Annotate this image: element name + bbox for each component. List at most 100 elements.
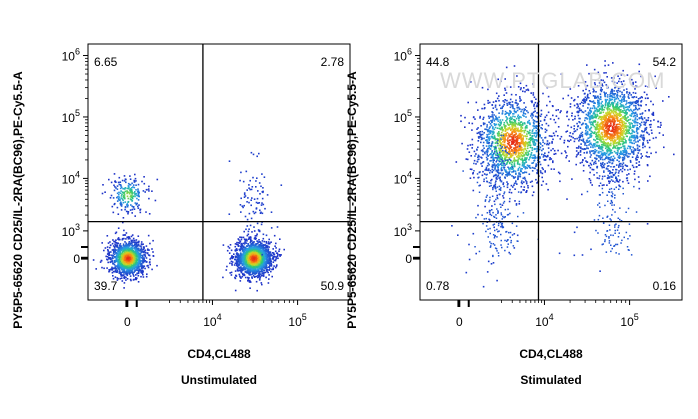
event-dot bbox=[525, 106, 527, 109]
event-dot bbox=[261, 253, 263, 256]
event-dot bbox=[124, 265, 127, 267]
event-dot bbox=[244, 276, 247, 279]
event-dot bbox=[533, 123, 535, 125]
event-dot bbox=[510, 135, 512, 138]
event-dot bbox=[252, 275, 255, 277]
event-dot bbox=[469, 168, 472, 170]
event-dot bbox=[547, 111, 550, 114]
event-dot bbox=[515, 172, 517, 175]
event-dot bbox=[509, 106, 512, 109]
event-dot bbox=[498, 95, 500, 97]
event-dot bbox=[510, 146, 513, 148]
event-dot bbox=[525, 89, 528, 91]
event-dot bbox=[542, 148, 544, 150]
event-dot bbox=[505, 125, 507, 127]
event-dot bbox=[493, 237, 496, 239]
event-dot bbox=[477, 158, 479, 161]
event-dot bbox=[507, 147, 510, 149]
event-dot bbox=[487, 115, 490, 118]
event-dot bbox=[510, 129, 512, 131]
event-dot bbox=[138, 253, 141, 256]
event-dot bbox=[509, 197, 511, 200]
event-dot bbox=[265, 249, 268, 252]
event-dot bbox=[130, 270, 133, 272]
event-dot bbox=[257, 246, 259, 249]
event-dot bbox=[116, 251, 119, 253]
event-dot bbox=[240, 256, 243, 259]
event-dot bbox=[244, 256, 246, 259]
event-dot bbox=[148, 249, 150, 251]
event-dot bbox=[523, 186, 526, 188]
event-dot bbox=[116, 257, 119, 259]
event-dot bbox=[508, 141, 511, 144]
event-dot bbox=[254, 265, 256, 268]
event-dot bbox=[521, 151, 523, 154]
event-dot bbox=[497, 156, 500, 158]
event-dot bbox=[243, 255, 245, 258]
event-dot bbox=[525, 158, 527, 160]
event-dot bbox=[250, 249, 253, 252]
event-dot bbox=[507, 159, 509, 161]
event-dot bbox=[127, 243, 130, 245]
event-dot bbox=[142, 257, 144, 260]
event-dot bbox=[131, 266, 134, 269]
event-dot bbox=[517, 160, 519, 162]
event-dot bbox=[264, 271, 267, 274]
event-dot bbox=[502, 202, 505, 204]
event-dot bbox=[144, 255, 147, 258]
event-dot bbox=[151, 268, 153, 271]
event-dot bbox=[109, 254, 111, 256]
event-dot bbox=[233, 264, 236, 266]
event-dot bbox=[120, 272, 122, 274]
event-dot bbox=[550, 158, 553, 160]
event-dot bbox=[131, 271, 134, 274]
event-dot bbox=[254, 236, 256, 239]
event-dot bbox=[250, 273, 252, 276]
event-dot bbox=[133, 252, 135, 255]
event-dot bbox=[509, 101, 511, 104]
event-dot bbox=[117, 246, 119, 248]
event-dot bbox=[532, 140, 534, 143]
event-dot bbox=[557, 126, 560, 128]
event-dot bbox=[505, 154, 507, 156]
event-dot bbox=[479, 117, 481, 119]
event-dot bbox=[522, 141, 524, 143]
event-dot bbox=[535, 178, 537, 181]
event-dot bbox=[518, 117, 520, 119]
event-dot bbox=[262, 244, 265, 246]
event-dot bbox=[234, 270, 237, 272]
event-dot bbox=[523, 162, 525, 164]
event-dot bbox=[524, 166, 526, 168]
event-dot bbox=[507, 112, 510, 115]
event-dot bbox=[152, 239, 154, 242]
event-dot bbox=[263, 271, 265, 274]
event-dot bbox=[489, 138, 491, 140]
event-dot bbox=[506, 214, 509, 216]
event-dot bbox=[491, 141, 494, 143]
event-dot bbox=[497, 211, 499, 213]
event-dot bbox=[127, 236, 129, 238]
event-dot bbox=[248, 228, 250, 230]
event-dot bbox=[137, 249, 140, 251]
event-dot bbox=[135, 248, 138, 250]
event-dot bbox=[531, 180, 533, 183]
event-dot bbox=[134, 177, 137, 180]
event-dot bbox=[264, 262, 267, 264]
event-dot bbox=[283, 248, 285, 251]
event-dot bbox=[496, 151, 498, 153]
event-dot bbox=[489, 199, 491, 201]
event-dot bbox=[503, 103, 505, 106]
event-dot bbox=[510, 104, 512, 106]
event-dot bbox=[115, 231, 118, 234]
event-dot bbox=[504, 177, 506, 179]
event-dot bbox=[519, 82, 522, 85]
event-dot bbox=[139, 249, 142, 252]
event-dot bbox=[112, 263, 115, 265]
event-dot bbox=[477, 140, 480, 142]
event-dot bbox=[524, 167, 527, 170]
event-dot bbox=[122, 268, 125, 271]
event-dot bbox=[132, 237, 135, 240]
event-dot bbox=[142, 276, 145, 278]
event-dot bbox=[267, 253, 270, 256]
event-dot bbox=[253, 226, 255, 228]
